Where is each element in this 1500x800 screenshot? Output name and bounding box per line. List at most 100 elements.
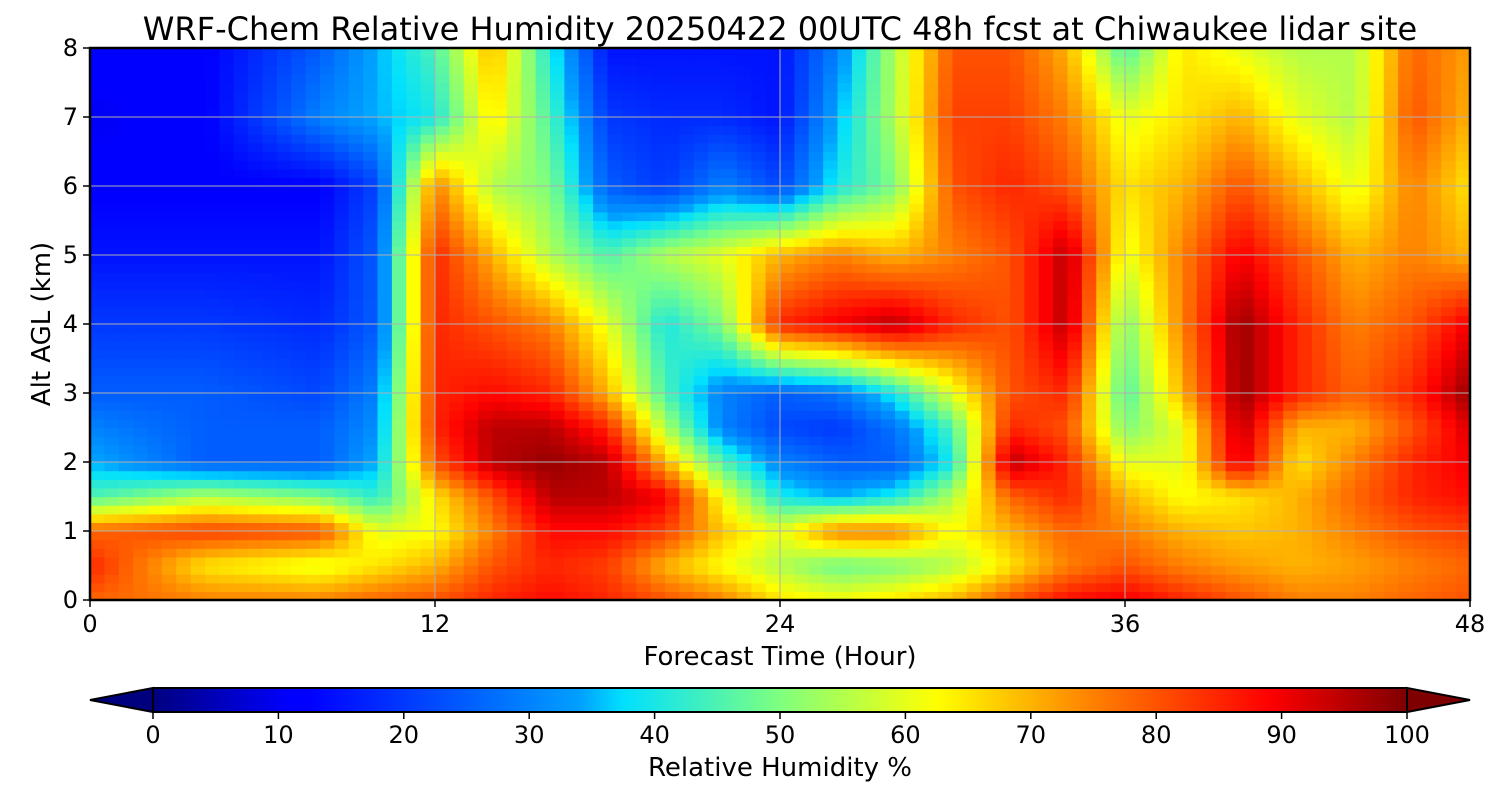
- heatmap-cell: [1268, 401, 1284, 411]
- heatmap-cell: [880, 263, 896, 273]
- heatmap-cell: [1196, 410, 1212, 420]
- heatmap-cell: [1254, 194, 1270, 204]
- heatmap-cell: [1340, 436, 1356, 446]
- heatmap-cell: [1211, 522, 1227, 532]
- heatmap-cell: [363, 548, 379, 558]
- heatmap-cell: [435, 332, 450, 342]
- heatmap-cell: [478, 315, 494, 325]
- heatmap-cell: [909, 255, 925, 265]
- heatmap-cell: [1369, 479, 1385, 489]
- heatmap-cell: [1355, 168, 1370, 178]
- heatmap-cell: [736, 548, 752, 558]
- heatmap-cell: [851, 315, 867, 325]
- heatmap-cell: [1340, 211, 1356, 222]
- heatmap-cell: [923, 272, 939, 282]
- heatmap-cell: [636, 358, 652, 368]
- heatmap-cell: [521, 168, 537, 178]
- heatmap-cell: [449, 401, 465, 411]
- heatmap-cell: [291, 246, 307, 256]
- heatmap-cell: [1010, 186, 1025, 196]
- heatmap-cell: [1340, 393, 1356, 403]
- heatmap-cell: [866, 539, 882, 549]
- heatmap-cell: [535, 306, 551, 316]
- heatmap-cell: [406, 505, 422, 515]
- heatmap-cell: [621, 324, 637, 334]
- heatmap-cell: [851, 160, 867, 170]
- heatmap-cell: [808, 349, 824, 360]
- heatmap-cell: [794, 375, 810, 385]
- heatmap-cell: [679, 246, 695, 256]
- heatmap-cell: [205, 280, 220, 291]
- heatmap-cell: [1398, 375, 1414, 385]
- heatmap-cell: [880, 151, 896, 161]
- heatmap-cell: [693, 255, 709, 265]
- heatmap-cell: [104, 565, 120, 575]
- heatmap-cell: [305, 349, 321, 360]
- heatmap-cell: [190, 582, 206, 592]
- heatmap-cell: [578, 531, 594, 541]
- heatmap-cell: [1254, 462, 1270, 472]
- heatmap-cell: [938, 358, 954, 368]
- heatmap-cell: [722, 194, 738, 204]
- heatmap-cell: [693, 298, 709, 308]
- heatmap-cell: [1297, 220, 1313, 230]
- heatmap-cell: [348, 358, 364, 368]
- heatmap-cell: [190, 548, 206, 558]
- heatmap-cell: [1153, 324, 1169, 334]
- heatmap-cell: [837, 186, 853, 196]
- heatmap-cell: [880, 272, 896, 282]
- heatmap-cell: [176, 160, 192, 170]
- heatmap-cell: [1355, 203, 1370, 213]
- heatmap-cell: [1038, 298, 1054, 308]
- heatmap-cell: [736, 410, 752, 420]
- heatmap-cell: [1168, 332, 1184, 342]
- heatmap-cell: [736, 306, 752, 316]
- heatmap-cell: [1412, 556, 1428, 567]
- heatmap-cell: [665, 522, 680, 532]
- heatmap-cell: [823, 255, 839, 265]
- heatmap-cell: [1311, 263, 1327, 273]
- heatmap-cell: [449, 574, 465, 584]
- heatmap-cell: [463, 246, 479, 256]
- heatmap-cell: [952, 220, 968, 230]
- heatmap-cell: [621, 393, 637, 403]
- heatmap-cell: [147, 203, 163, 213]
- heatmap-cell: [1369, 211, 1385, 222]
- heatmap-cell: [679, 324, 695, 334]
- heatmap-cell: [377, 229, 393, 239]
- heatmap-cell: [1383, 393, 1399, 403]
- heatmap-cell: [348, 186, 364, 196]
- heatmap-cell: [104, 505, 120, 515]
- heatmap-cell: [478, 306, 494, 316]
- heatmap-cell: [722, 574, 738, 584]
- heatmap-cell: [348, 324, 364, 334]
- heatmap-cell: [1110, 453, 1126, 463]
- heatmap-cell: [1110, 237, 1126, 247]
- heatmap-cell: [463, 229, 479, 239]
- heatmap-cell: [1225, 263, 1241, 273]
- heatmap-cell: [909, 462, 925, 472]
- heatmap-cell: [1110, 306, 1126, 316]
- heatmap-cell: [650, 358, 666, 368]
- heatmap-cell: [1383, 522, 1399, 532]
- heatmap-cell: [593, 272, 609, 282]
- heatmap-cell: [334, 418, 350, 429]
- heatmap-cell: [938, 496, 954, 506]
- heatmap-cell: [420, 203, 436, 213]
- heatmap-cell: [1455, 591, 1470, 600]
- heatmap-cell: [190, 513, 206, 523]
- heatmap-cell: [995, 393, 1011, 403]
- heatmap-cell: [478, 324, 494, 334]
- heatmap-cell: [1168, 470, 1184, 480]
- heatmap-cell: [1240, 418, 1255, 429]
- heatmap-cell: [866, 220, 882, 230]
- heatmap-cell: [1383, 229, 1399, 239]
- heatmap-cell: [1225, 505, 1241, 515]
- heatmap-cell: [736, 393, 752, 403]
- heatmap-cell: [895, 324, 910, 334]
- heatmap-cell: [449, 177, 465, 187]
- heatmap-cell: [736, 263, 752, 273]
- heatmap-cell: [1441, 289, 1457, 299]
- heatmap-cell: [607, 160, 623, 170]
- heatmap-cell: [492, 272, 508, 282]
